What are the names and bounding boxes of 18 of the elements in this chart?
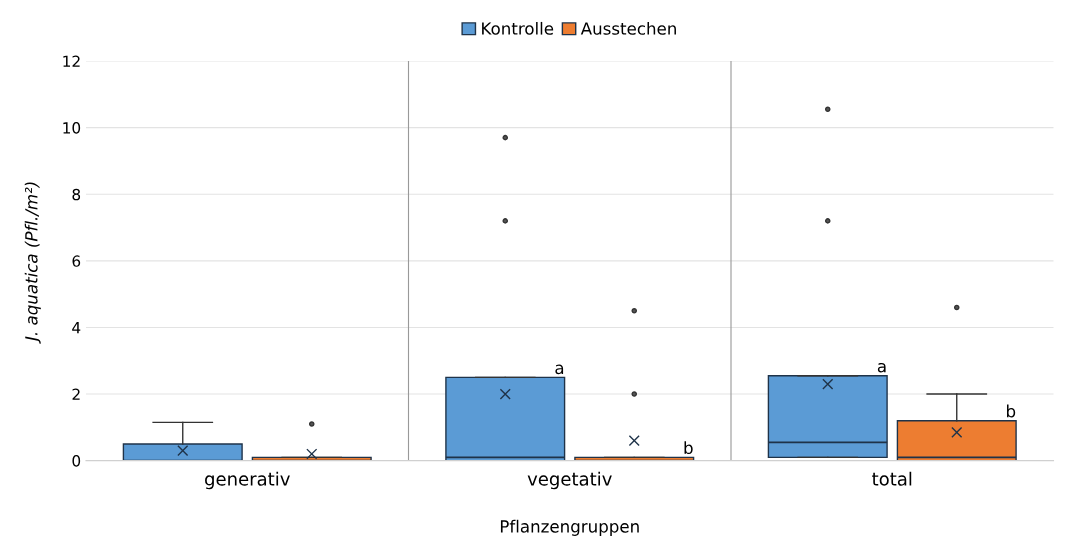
y-axis-title: J. aquatica (Pfl./m²) xyxy=(24,182,41,344)
text: b xyxy=(1007,404,1016,418)
y-tick-label: 8 xyxy=(72,188,81,201)
x-tick-label: generativ xyxy=(205,471,290,490)
x-axis-title: Pflanzengruppen xyxy=(500,519,639,536)
legend-label: Ausstechen xyxy=(580,21,676,35)
text: a xyxy=(877,362,886,373)
x-tick-label: total xyxy=(872,471,912,486)
x-tick-label: vegetativ xyxy=(527,471,612,490)
y-tick-label: 0 xyxy=(72,455,81,467)
y-tick-label: 2 xyxy=(72,388,80,400)
y-tick-label: 4 xyxy=(72,322,81,334)
y-tick-label: 12 xyxy=(63,55,80,67)
y-tick-label: 10 xyxy=(63,122,81,134)
legend-label: Kontrolle xyxy=(482,21,554,35)
y-tick-label: 6 xyxy=(72,255,81,267)
text: a xyxy=(555,364,564,375)
text: b xyxy=(684,441,693,455)
